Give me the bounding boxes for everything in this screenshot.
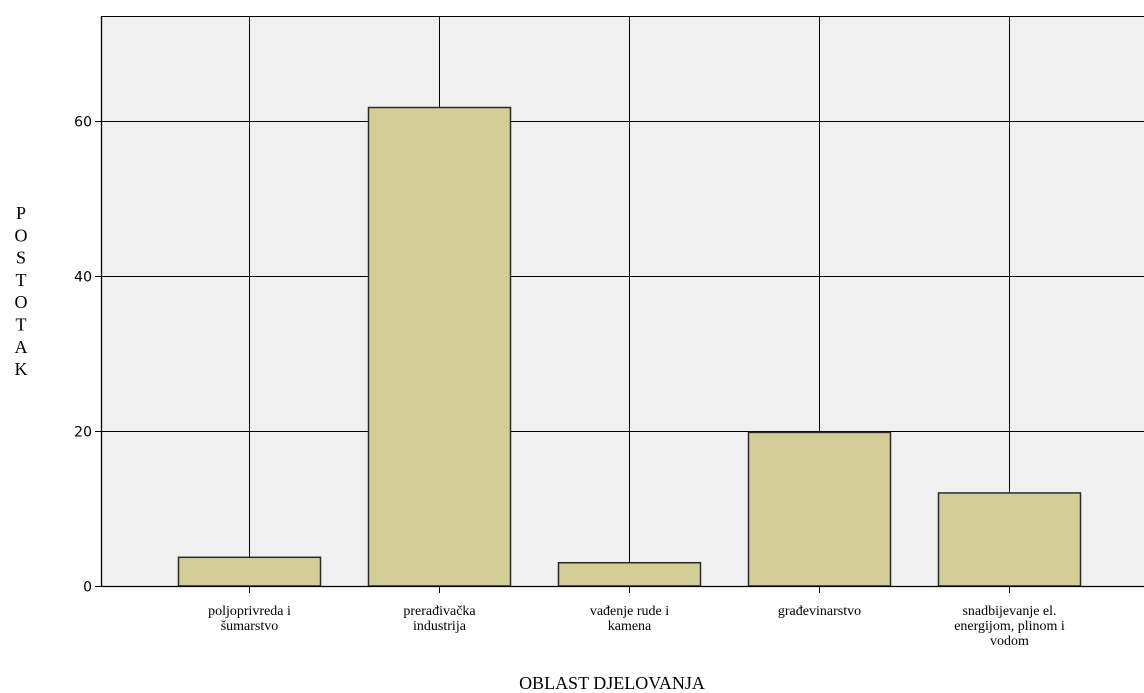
bar — [747, 431, 892, 587]
y-axis-title-letter: K — [15, 359, 28, 379]
y-axis-title-letter: A — [15, 337, 28, 357]
x-axis-title: OBLAST DJELOVANJA — [519, 673, 705, 693]
y-axis-title-letter: T — [16, 270, 27, 290]
y-axis-title-letter: O — [15, 225, 28, 245]
x-tick-label: vađenje rude i kamena — [590, 604, 669, 634]
x-tick-label: snadbijevanje el. energijom, plinom i vodo… — [954, 604, 1065, 649]
axis-layer: 0 20 40 60 — [74, 16, 1144, 596]
y-tick-label: 60 — [74, 115, 92, 131]
y-tick-label: 0 — [83, 580, 92, 596]
grid-layer — [101, 16, 1144, 586]
y-axis-title-letter: S — [16, 248, 26, 268]
plot-area — [101, 16, 1144, 586]
y-axis-title-letter: P — [16, 203, 26, 223]
bar — [557, 561, 702, 587]
y-axis-title-letter: T — [16, 315, 27, 335]
y-axis-title-letter: O — [15, 292, 28, 312]
bar — [177, 556, 322, 587]
y-tick-label: 40 — [74, 270, 92, 286]
x-tick-label: građevinarstvo — [778, 604, 861, 619]
bar — [937, 492, 1082, 587]
bar-layer — [177, 106, 1082, 587]
x-tick-label: prerađivačka industrija — [403, 604, 476, 634]
y-tick-label: 20 — [74, 425, 92, 441]
label-layer: poljoprivreda i šumarstvo prerađivačka indu… — [208, 604, 1065, 649]
bar — [367, 106, 512, 587]
x-tick-label: poljoprivreda i šumarstvo — [208, 604, 291, 634]
